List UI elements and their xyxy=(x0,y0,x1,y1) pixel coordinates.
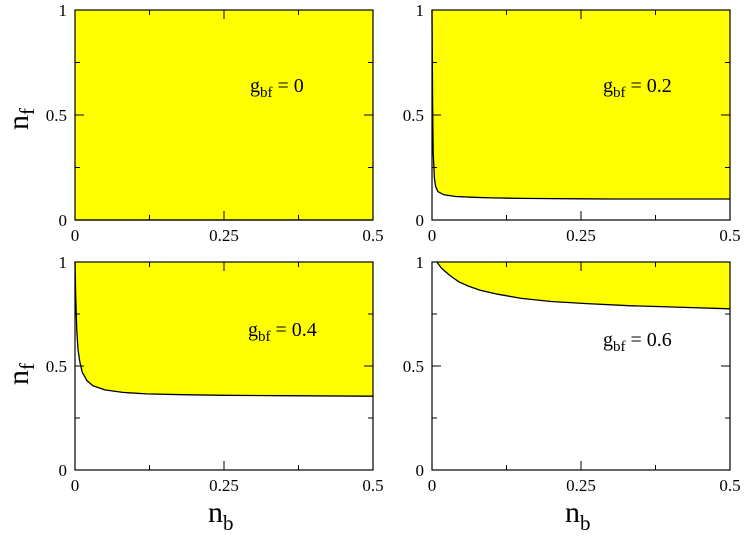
x-tick-label: 0.25 xyxy=(566,226,596,245)
y-axis-title-top: nf xyxy=(2,108,39,130)
x-tick-label: 0 xyxy=(428,476,437,495)
y-tick-label: 1 xyxy=(59,253,68,272)
coupling-label: gbf = 0.6 xyxy=(603,329,672,355)
x-tick-label: 0.25 xyxy=(209,226,239,245)
y-tick-label: 0 xyxy=(59,211,68,230)
phase-boundary xyxy=(431,9,730,200)
panel-4: 0 0.25 0.5 0 0.5 1 gbf = 0.6 xyxy=(403,253,741,495)
x-tick-label: 0 xyxy=(71,226,80,245)
x-tick-label: 0.25 xyxy=(566,476,596,495)
x-tick-label: 0.25 xyxy=(209,476,239,495)
x-tick-label: 0.5 xyxy=(362,476,383,495)
y-tick-label: 0 xyxy=(416,211,425,230)
y-tick-label: 0.5 xyxy=(46,357,67,376)
region-fill xyxy=(436,262,730,309)
x-tick-label: 0 xyxy=(71,476,80,495)
x-axis-title-right: nb xyxy=(565,496,591,535)
coupling-label: gbf = 0.4 xyxy=(248,319,317,345)
phase-boundary xyxy=(74,261,374,397)
region-fill xyxy=(75,262,373,397)
y-tick-label: 0 xyxy=(416,461,425,480)
y-tick-label: 1 xyxy=(416,1,425,20)
x-tick-label: 0 xyxy=(428,226,437,245)
y-tick-label: 0.5 xyxy=(403,106,424,125)
y-axis-title-bottom: nf xyxy=(2,363,39,385)
panel-2: 0 0.25 0.5 0 0.5 1 gbf = 0.2 xyxy=(403,1,741,245)
y-tick-label: 1 xyxy=(416,253,425,272)
x-tick-label: 0.5 xyxy=(362,226,383,245)
y-tick-label: 0.5 xyxy=(403,357,424,376)
panel-3: 0 0.25 0.5 0 0.5 1 gbf = 0.4 xyxy=(46,253,384,495)
panel-1: 0 0.25 0.5 0 0.5 1 gbf = 0 xyxy=(46,1,384,245)
x-tick-label: 0.5 xyxy=(719,226,740,245)
x-axis-title-left: nb xyxy=(208,496,234,535)
region-fill xyxy=(75,10,373,220)
y-tick-label: 1 xyxy=(59,1,68,20)
y-tick-label: 0.5 xyxy=(46,106,67,125)
phase-boundary xyxy=(436,261,731,310)
coupling-label: gbf = 0 xyxy=(250,75,304,101)
coupling-label: gbf = 0.2 xyxy=(603,75,672,101)
y-tick-label: 0 xyxy=(59,461,68,480)
region-fill xyxy=(432,10,730,199)
x-tick-label: 0.5 xyxy=(719,476,740,495)
